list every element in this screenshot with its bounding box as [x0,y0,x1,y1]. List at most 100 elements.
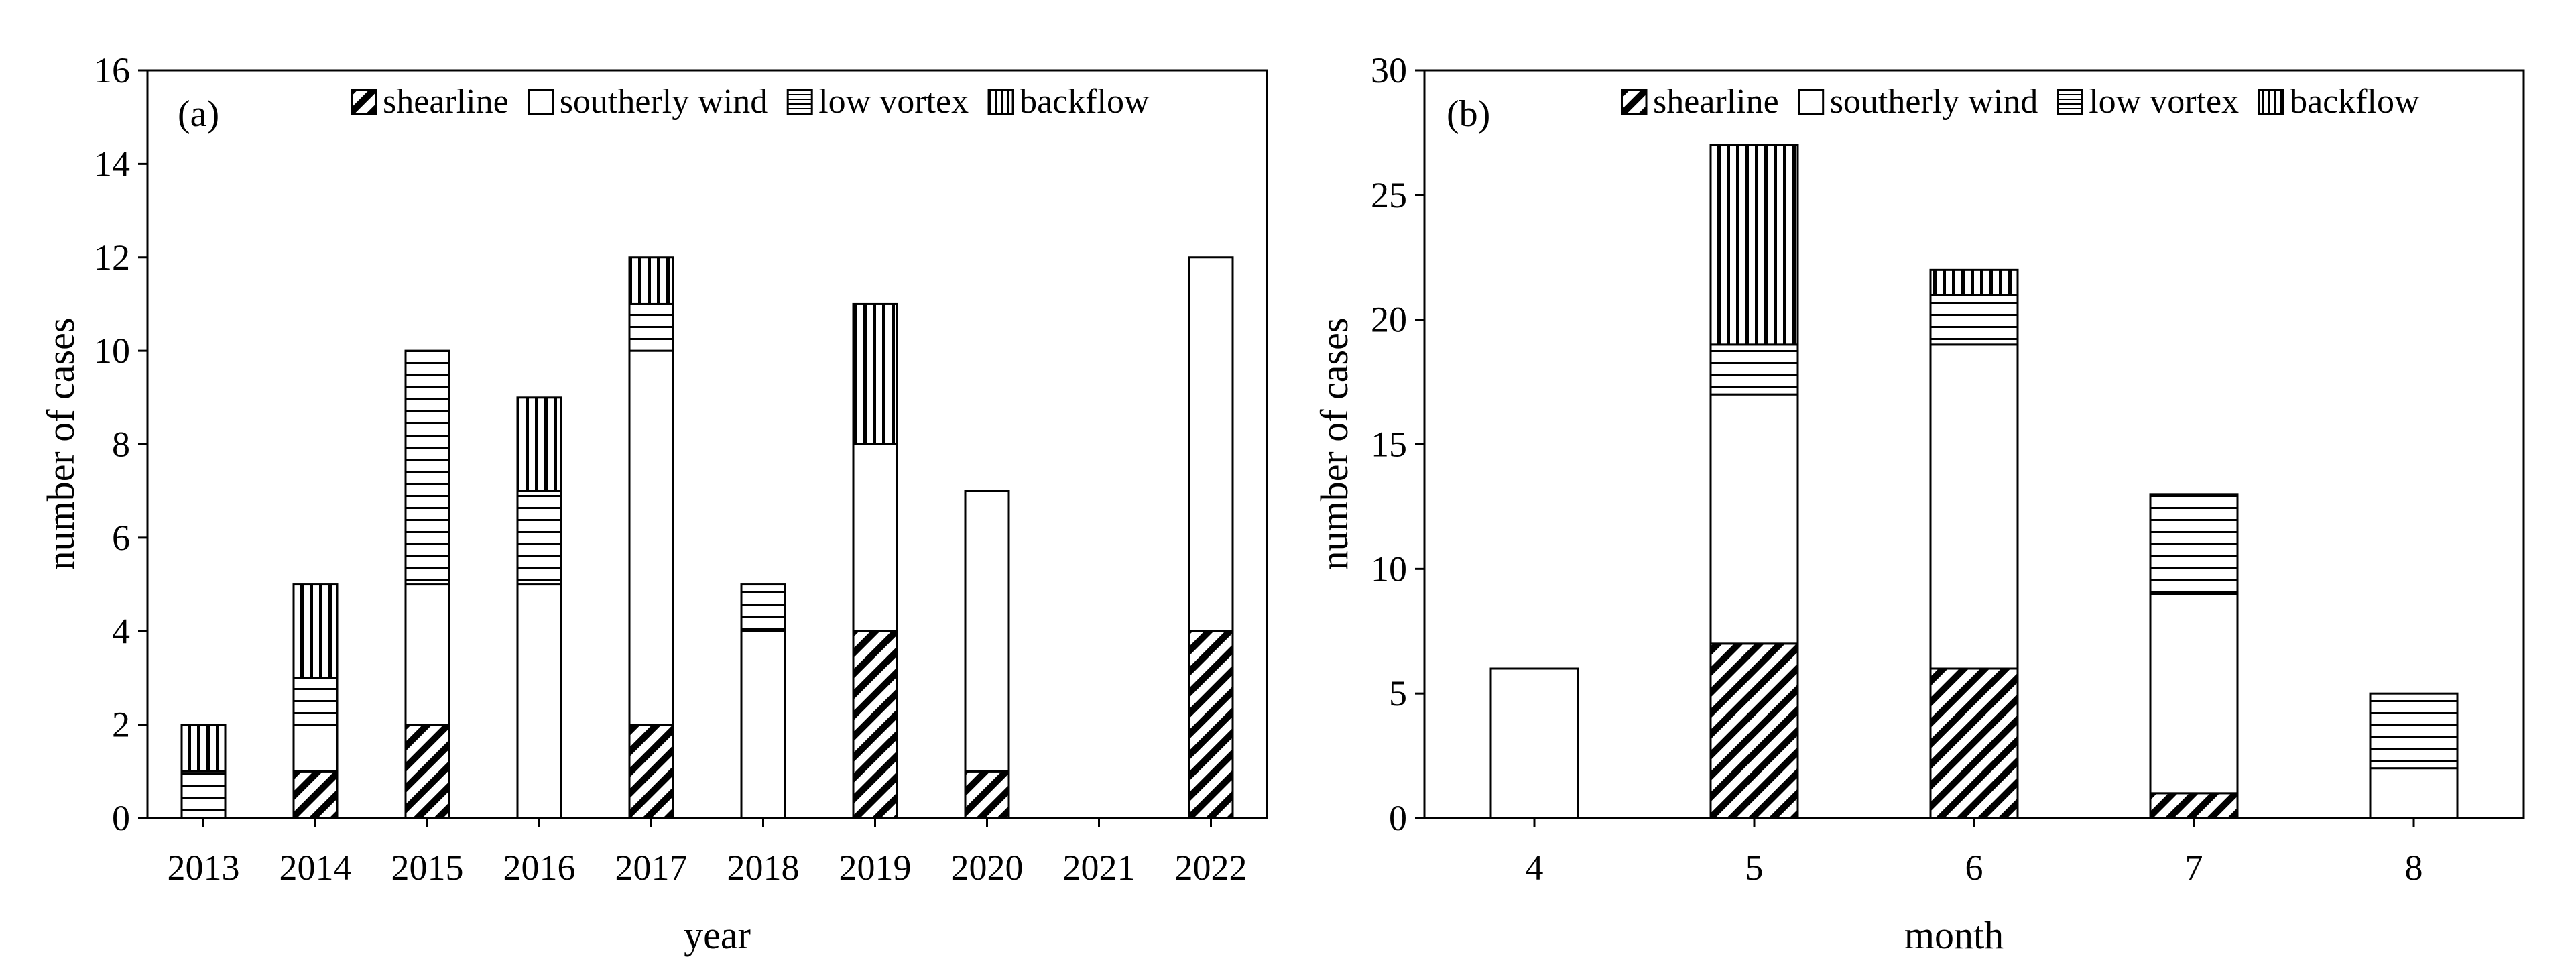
legend-swatch [2057,89,2083,115]
bar-segment-backflow [1929,268,2019,296]
legend-swatch [351,89,377,115]
x-tick-label: 7 [2185,848,2203,888]
legend-label: southerly wind [560,82,768,121]
y-tick-label: 0 [112,798,130,838]
bar-segment-low-vortex [628,302,674,352]
legend-swatch [786,89,813,115]
x-tick-label: 2016 [503,848,576,888]
legend-label: low vortex [2089,82,2239,121]
bar-segment-southerly-wind [404,583,450,726]
bar-segment-southerly-wind [740,630,786,819]
bars-group [180,256,1234,819]
legend-item-low-vortex: low vortex [2057,82,2239,121]
x-axis-title: year [684,913,751,957]
bar-segment-southerly-wind [1929,343,2019,670]
x-tick-label: 2021 [1063,848,1136,888]
x-tick-label: 2019 [839,848,912,888]
bar-segment-southerly-wind [964,490,1010,773]
x-tick-label: 2020 [951,848,1024,888]
bar-segment-southerly-wind [628,349,674,726]
y-tick-label: 2 [112,705,130,745]
bar-segment-shearline [1929,667,2019,819]
y-tick-label: 15 [1371,424,1407,465]
bar-segment-southerly-wind [852,443,898,632]
bar-segment-shearline [1709,642,1799,819]
bar-segment-shearline [964,770,1010,819]
x-tick-label: 2014 [280,848,352,888]
bar-segment-shearline [628,724,674,819]
legend-label: backflow [2290,82,2420,121]
bar-segment-low-vortex [180,770,227,819]
panel-label: (b) [1447,93,1490,135]
bar-segment-backflow [852,302,898,445]
legend: shearline southerly wind low vortex backflo… [1621,82,2420,121]
y-tick-label: 16 [94,50,130,91]
bar-segment-low-vortex [1929,294,2019,346]
bar-segment-low-vortex [2369,692,2459,770]
bar-segment-southerly-wind [516,583,562,819]
x-tick-label: 8 [2405,848,2423,888]
legend-item-southerly-wind: southerly wind [1798,82,2038,121]
y-tick-label: 20 [1371,300,1407,340]
bar-segment-southerly-wind [1709,393,1799,645]
y-tick-label: 25 [1371,175,1407,215]
x-tick-label: 2017 [615,848,688,888]
legend-item-low-vortex: low vortex [786,82,969,121]
bar-segment-backflow [180,724,227,773]
legend-label: shearline [1653,82,1779,121]
bar-segment-low-vortex [516,490,562,586]
bar-segment-low-vortex [292,677,339,726]
bar-segment-low-vortex [740,583,786,632]
chart-panel-b: 0 5 10 15 20 25 30 4 5 6 7 8 (b) shearline southerl… [1312,50,2525,957]
bar-segment-shearline [1188,630,1234,819]
y-tick-label: 6 [112,518,130,558]
legend-label: shearline [383,82,509,121]
y-tick-label: 8 [112,424,130,465]
x-axis: 2013 2014 2015 2016 2017 2018 2019 2020 2021 2022 [168,818,1247,888]
x-tick-label: 5 [1745,848,1764,888]
legend-swatch [1621,89,1648,115]
x-tick-label: 4 [1526,848,1544,888]
bar-segment-southerly-wind [1489,667,1579,819]
bar-segment-southerly-wind [2149,593,2239,795]
y-tick-label: 30 [1371,50,1407,91]
x-tick-label: 2022 [1175,848,1247,888]
y-tick-label: 14 [94,144,130,184]
bar-segment-shearline [852,630,898,819]
legend-swatch [987,89,1014,115]
legend-swatch [528,89,554,115]
legend: shearline southerly wind low vortex backflo… [351,82,1150,121]
legend-label: low vortex [818,82,969,121]
y-tick-label: 4 [112,611,130,651]
legend-item-shearline: shearline [1621,82,1779,121]
x-axis-title: month [1904,913,2004,957]
y-tick-label: 12 [94,237,130,278]
y-tick-label: 0 [1389,798,1407,838]
x-tick-label: 2018 [727,848,800,888]
y-tick-label: 10 [94,331,130,371]
x-tick-label: 2015 [391,848,464,888]
y-axis: 0 5 10 15 20 25 30 [1371,50,1424,838]
bar-segment-backflow [292,583,339,679]
bar-segment-low-vortex [2149,493,2239,595]
bar-segment-southerly-wind [1188,256,1234,632]
bar-segment-shearline [2149,792,2239,819]
panel-label: (a) [178,93,219,135]
legend-label: backflow [1020,82,1150,121]
legend-item-backflow: backflow [987,82,1150,121]
x-axis: 4 5 6 7 8 [1526,818,2423,888]
legend-item-shearline: shearline [351,82,509,121]
bar-segment-backflow [628,256,674,305]
x-tick-label: 2013 [168,848,240,888]
legend-swatch [2258,89,2284,115]
bar-segment-low-vortex [1709,343,1799,396]
bar-segment-southerly-wind [292,724,339,773]
bar-segment-low-vortex [404,349,450,586]
y-tick-label: 5 [1389,673,1407,713]
bar-segment-shearline [292,770,339,819]
y-axis-title: number of cases [1312,318,1356,571]
y-axis-title: number of cases [39,318,82,571]
bars-group [1489,144,2459,819]
